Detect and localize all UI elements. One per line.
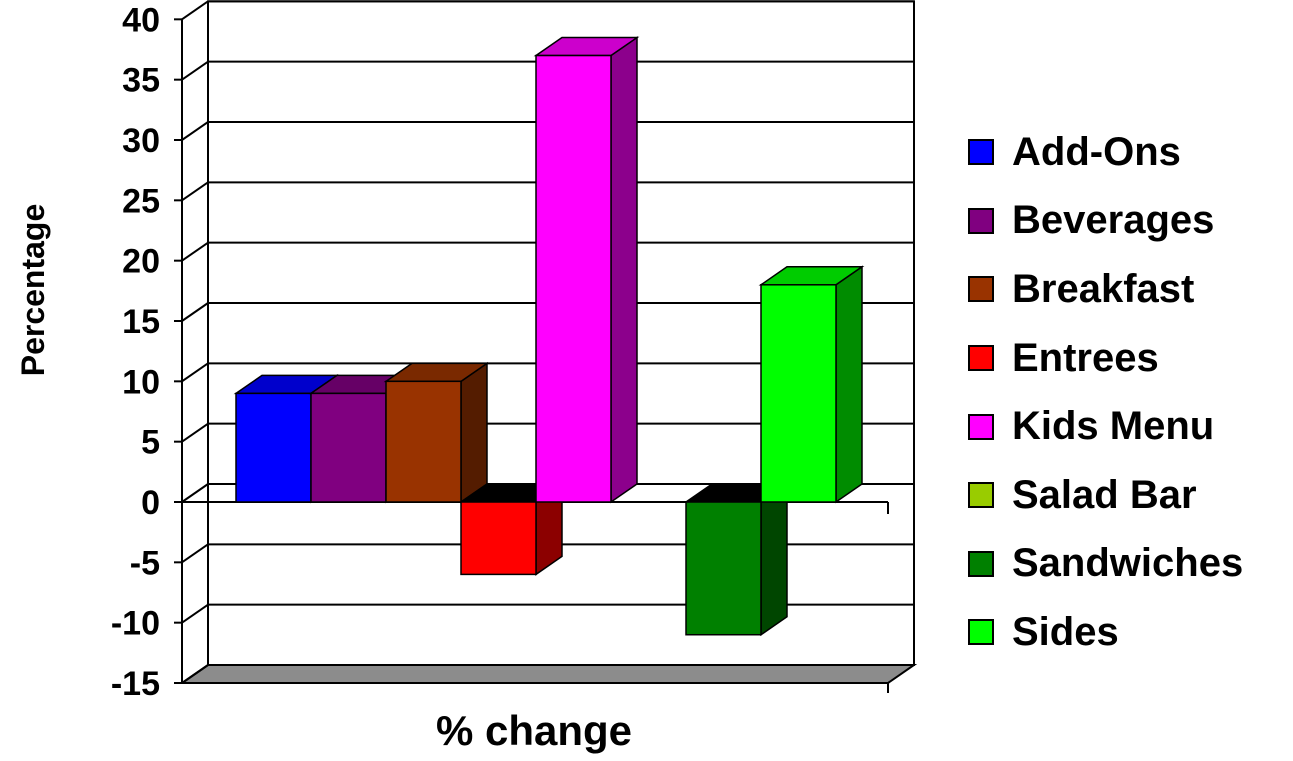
x-axis-title: % change [436,707,632,754]
legend-label: Entrees [1012,335,1159,380]
gridline-side [181,121,209,141]
y-tick-label: 35 [122,62,160,100]
legend-item: Sides [968,598,1243,667]
bar-side [760,482,788,637]
bar-front [535,54,612,503]
bars [233,36,865,637]
y-tick-label: 40 [122,1,160,39]
legend-item: Entrees [968,324,1243,393]
bar-side [460,361,488,504]
bar [758,265,865,504]
legend: Add-Ons Beverages Breakfast Entrees Kids Men… [968,118,1243,667]
gridline-side [181,302,209,322]
bar-side [610,36,638,504]
legend-label: Sides [1012,609,1119,654]
legend-label: Salad Bar [1012,472,1197,517]
legend-item: Salad Bar [968,461,1243,530]
legend-swatch [968,345,994,372]
legend-label: Kids Menu [1012,404,1215,449]
y-axis-title: Percentage [15,204,51,377]
y-tick-label: 30 [122,122,160,160]
legend-swatch [968,276,994,303]
bar [683,482,790,637]
bar-side [835,265,863,504]
gridline-side [181,60,209,81]
legend-swatch [968,413,994,440]
y-tick-label: 25 [122,182,160,220]
bar-front [685,501,762,636]
legend-item: Kids Menu [968,392,1243,461]
y-tick-label: 0 [141,484,160,522]
bar-front [235,392,312,503]
y-tick-label: 20 [122,243,160,281]
gridline-side [181,241,209,262]
y-tick-label: -15 [111,665,160,703]
y-tick-label: 15 [122,303,160,341]
legend-swatch [968,139,994,166]
bar [533,36,640,504]
bar-front [460,501,537,576]
legend-item: Sandwiches [968,530,1243,599]
gridline-side [181,543,209,564]
floor [178,664,918,684]
gridline-side [181,422,209,443]
gridline-side [181,362,209,383]
legend-swatch [968,619,994,646]
legend-label: Breakfast [1012,266,1195,311]
legend-label: Beverages [1012,198,1215,243]
legend-swatch [968,550,994,577]
legend-label: Sandwiches [1012,541,1244,586]
y-tick-label: 5 [141,424,160,462]
legend-item: Breakfast [968,255,1243,324]
gridline-side [181,0,209,21]
bar-front [310,392,387,503]
gridline-side [181,181,209,202]
legend-item: Beverages [968,187,1243,256]
bar [458,482,565,576]
bar [383,361,490,504]
bar-front [385,380,462,503]
gridline-side [181,603,209,624]
bar-front [760,284,837,503]
y-tick-label: 10 [122,363,160,401]
y-tick-labels: 40 35 30 25 20 15 10 5 0 -5 -10 -15 [111,1,160,703]
legend-label: Add-Ons [1012,129,1181,174]
gridline-side [181,664,209,684]
legend-item: Add-Ons [968,118,1243,187]
legend-swatch [968,482,994,509]
y-tick-label: -5 [130,544,160,582]
legend-swatch [968,207,994,234]
y-tick-label: -10 [111,605,160,643]
gridline-side [181,483,209,503]
